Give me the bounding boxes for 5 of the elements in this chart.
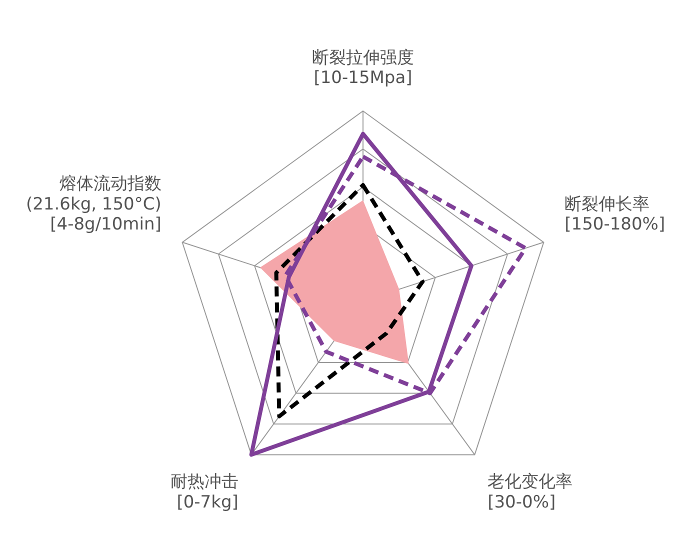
spoke-label: 老化变化率 [30-0%] bbox=[488, 472, 573, 513]
spoke-label: 熔体流动指数 (21.6kg, 150°C) [4-8g/10min] bbox=[26, 174, 162, 235]
spoke-label: 断裂伸长率 [150-180%] bbox=[564, 194, 666, 235]
spoke-label: 断裂拉伸强度 [10-15Mpa] bbox=[312, 48, 414, 88]
spoke-label: 耐热冲击 [0-7kg] bbox=[170, 472, 238, 513]
